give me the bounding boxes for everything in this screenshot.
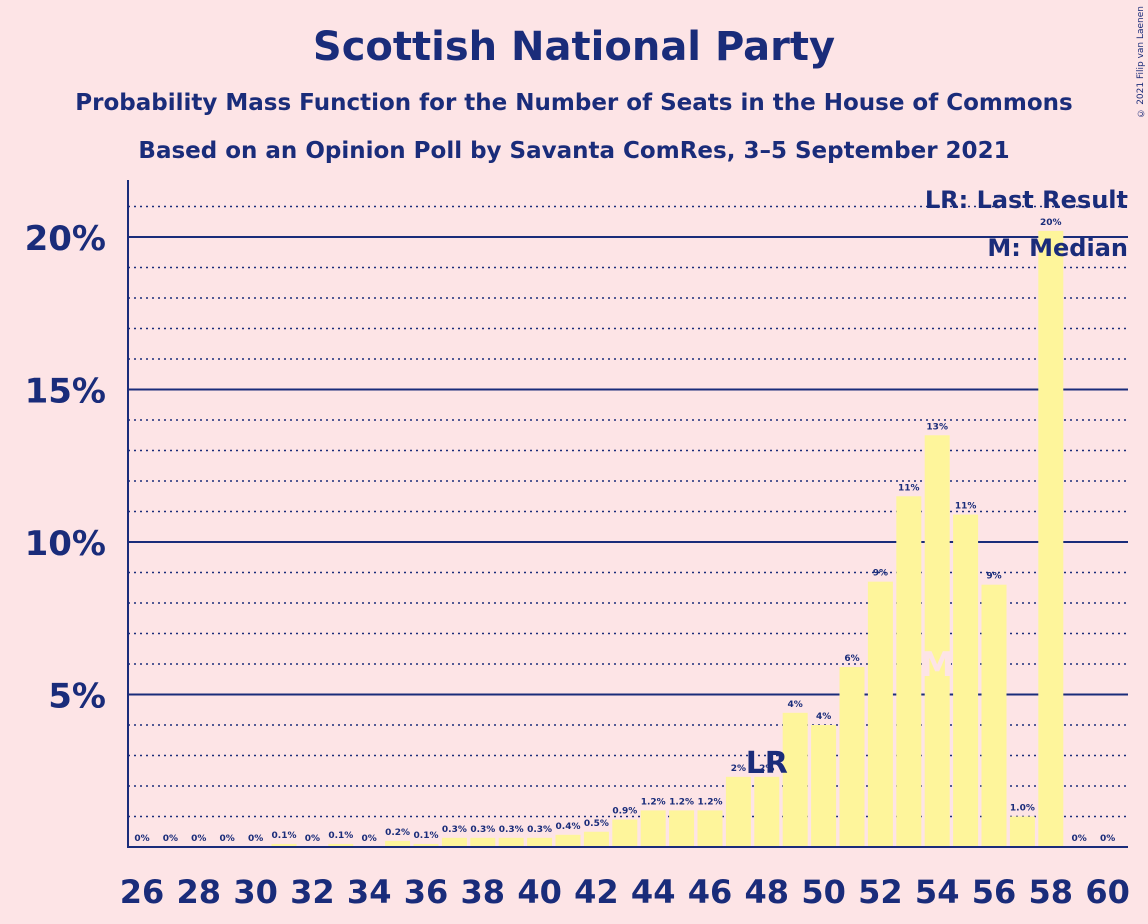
bar-value-label: 13% <box>926 422 948 432</box>
bar <box>839 667 865 847</box>
bar <box>754 776 780 847</box>
x-tick-label: 54 <box>915 873 960 911</box>
bar <box>413 843 439 847</box>
y-tick-label: 5% <box>48 677 106 717</box>
bar <box>555 834 581 847</box>
bar-value-label: 0% <box>1100 834 1115 844</box>
bar <box>612 819 638 847</box>
chart-title: Scottish National Party <box>312 24 836 70</box>
bar <box>498 837 524 847</box>
bar-value-label: 0.3% <box>527 825 552 835</box>
bar-value-label: 9% <box>873 569 888 579</box>
bar-value-label: 2% <box>759 764 774 774</box>
x-tick-label: 50 <box>801 873 846 911</box>
chart-subtitle: Probability Mass Function for the Number… <box>75 90 1073 116</box>
bar <box>271 843 297 847</box>
bar-value-label: 0.1% <box>414 831 439 841</box>
bar <box>583 831 609 847</box>
x-tick-label: 46 <box>688 873 733 911</box>
bar-value-label: 0% <box>362 834 377 844</box>
y-tick-label: 20% <box>25 219 106 259</box>
x-tick-label: 42 <box>574 873 619 911</box>
bar-value-label: 0% <box>305 834 320 844</box>
bar-value-label: 0% <box>220 834 235 844</box>
x-tick-label: 56 <box>972 873 1017 911</box>
x-tick-label: 40 <box>517 873 562 911</box>
bar <box>867 581 893 847</box>
x-tick-label: 30 <box>233 873 278 911</box>
bar <box>782 712 808 847</box>
chart-source: Based on an Opinion Poll by Savanta ComR… <box>138 138 1010 164</box>
bar-value-label: 4% <box>788 700 803 710</box>
bar <box>1038 230 1064 847</box>
bar-value-label: 1.0% <box>1010 804 1035 814</box>
legend-median: M: Median <box>987 234 1128 262</box>
x-tick-label: 44 <box>631 873 676 911</box>
bar-value-label: 2% <box>731 764 746 774</box>
x-tick-label: 28 <box>177 873 222 911</box>
bar <box>441 837 467 847</box>
bar-value-label: 0.1% <box>272 831 297 841</box>
bar <box>470 837 496 847</box>
bar-value-label: 0.3% <box>470 825 495 835</box>
bar-value-label: 1.2% <box>698 797 723 807</box>
bar <box>385 840 411 847</box>
bar-value-label: 1.2% <box>669 797 694 807</box>
bar-value-label: 1.2% <box>641 797 666 807</box>
x-tick-label: 60 <box>1085 873 1130 911</box>
bar-value-label: 11% <box>898 483 920 493</box>
bar-value-label: 20% <box>1040 218 1062 228</box>
bar-value-label: 0% <box>1072 834 1087 844</box>
bar-value-label: 4% <box>816 712 831 722</box>
x-tick-label: 38 <box>461 873 506 911</box>
bar <box>527 837 553 847</box>
x-tick-label: 58 <box>1029 873 1074 911</box>
bar-value-label: 0.3% <box>442 825 467 835</box>
x-tick-label: 34 <box>347 873 392 911</box>
bar-value-label: 0% <box>248 834 263 844</box>
x-tick-label: 48 <box>745 873 790 911</box>
bar <box>725 776 751 847</box>
bar <box>697 810 723 847</box>
bar-value-label: 0% <box>134 834 149 844</box>
x-tick-label: 36 <box>404 873 449 911</box>
bar-value-label: 0.1% <box>328 831 353 841</box>
bar-value-label: 0% <box>191 834 206 844</box>
bar <box>924 435 950 847</box>
bar <box>669 810 695 847</box>
y-tick-label: 15% <box>25 372 106 412</box>
x-tick-label: 32 <box>290 873 335 911</box>
bar <box>896 496 922 847</box>
legend-last-result: LR: Last Result <box>924 186 1128 214</box>
bar <box>1009 816 1035 847</box>
last-result-marker: LR <box>746 746 788 781</box>
bar <box>953 514 979 847</box>
bar-value-label: 11% <box>955 502 977 512</box>
bar-value-label: 0.3% <box>499 825 524 835</box>
bar-value-label: 9% <box>986 572 1001 582</box>
bar <box>640 810 666 847</box>
bar <box>328 843 354 847</box>
x-tick-label: 26 <box>120 873 165 911</box>
bar-value-label: 0.9% <box>612 807 637 817</box>
bar-value-label: 0.5% <box>584 819 609 829</box>
bar-value-label: 0% <box>163 834 178 844</box>
median-marker: M <box>920 645 954 685</box>
bar <box>981 584 1007 847</box>
bar-value-label: 0.2% <box>385 828 410 838</box>
y-tick-label: 10% <box>25 524 106 564</box>
bar-value-label: 6% <box>844 654 859 664</box>
x-tick-label: 52 <box>858 873 903 911</box>
bar <box>811 725 837 847</box>
bar-value-label: 0.4% <box>556 822 581 832</box>
